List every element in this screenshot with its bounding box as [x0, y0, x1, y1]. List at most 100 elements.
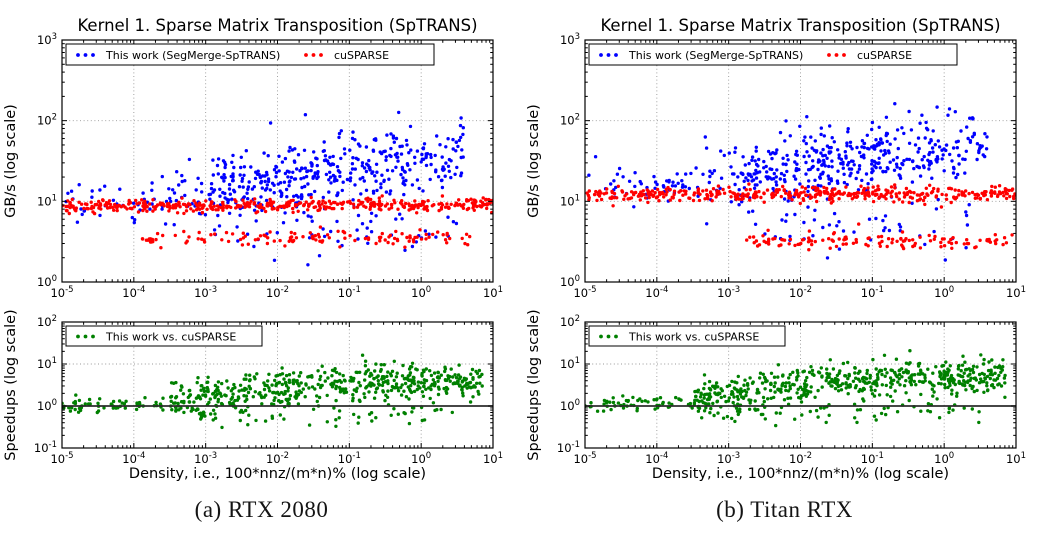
y-tick-label: 101	[560, 356, 580, 371]
scatter-points	[62, 110, 493, 267]
legend-marker	[606, 53, 611, 57]
legend-marker	[614, 53, 618, 57]
y-tick-label: 100	[37, 398, 57, 413]
x-tick-label: 10-4	[122, 285, 145, 300]
legend-marker	[311, 53, 316, 57]
legend-box	[65, 325, 263, 347]
x-tick-label: 100	[411, 451, 431, 466]
legend: This work (SegMerge-SpTRANS) cuSPARSE	[65, 43, 435, 66]
plot-border	[584, 39, 1017, 283]
legend-marker	[83, 334, 88, 339]
plot-border	[61, 39, 494, 283]
gridlines	[62, 322, 493, 448]
y-axis-label: Speedups (log scale)	[3, 309, 19, 460]
caption-b: (b) Titan RTX	[716, 497, 853, 522]
y-tick-label: 100	[560, 274, 580, 289]
legend-marker	[599, 53, 603, 57]
legend-label: This work vs. cuSPARSE	[628, 331, 759, 344]
chart-a-throughput: 10-5 10-4 10-3 10-2 10-1 100 101 100 101 102 103 Ke…	[3, 16, 503, 300]
x-tick-label: 10-2	[789, 451, 812, 466]
legend: This work vs. cuSPARSE	[65, 325, 263, 347]
gridlines	[585, 322, 1016, 448]
legend-marker	[606, 334, 611, 339]
x-axis-label: Density, i.e., 100*nnz/(m*n)% (log scale…	[652, 466, 949, 482]
legend-marker	[91, 334, 95, 339]
x-tick-label: 10-3	[194, 285, 217, 300]
x-tick-label: 101	[483, 285, 503, 300]
y-tick-label: 102	[560, 314, 580, 329]
chart-b-throughput: 10-5 10-4 10-3 10-2 10-1 100 101 100 101 102 103 Ke…	[526, 16, 1026, 300]
legend-marker	[842, 53, 846, 57]
plot-border	[61, 321, 494, 449]
x-tick-label: 10-3	[717, 451, 740, 466]
x-tick-label: 10-5	[50, 451, 73, 466]
y-tick-label: 102	[560, 113, 580, 128]
legend-label: cuSPARSE	[334, 49, 389, 62]
chart-a-speedup: 10-5 10-4 10-3 10-2 10-1 100 101 10-1 100 101 102 S…	[3, 309, 503, 482]
legend-label: cuSPARSE	[857, 49, 912, 62]
legend-label: This work vs. cuSPARSE	[105, 331, 236, 344]
legend-marker	[599, 334, 603, 339]
x-tick-label: 10-3	[717, 285, 740, 300]
chart-title: Kernel 1. Sparse Matrix Transposition (S…	[600, 16, 1000, 35]
x-tick-label: 10-2	[789, 285, 812, 300]
x-tick-label: 100	[934, 451, 954, 466]
x-tick-label: 100	[934, 285, 954, 300]
legend-marker	[83, 53, 88, 57]
plot-border	[584, 321, 1017, 449]
legend-box	[65, 43, 435, 66]
x-tick-label: 10-1	[338, 451, 361, 466]
x-tick-label: 100	[411, 285, 431, 300]
legend-marker	[319, 53, 323, 57]
x-tick-label: 10-1	[861, 451, 884, 466]
y-tick-label: 101	[37, 356, 57, 371]
chart-b-speedup: 10-5 10-4 10-3 10-2 10-1 100 101 10-1 100 101 102 S…	[526, 309, 1026, 482]
legend-label: This work (SegMerge-SpTRANS)	[105, 49, 280, 62]
series-cusparse	[585, 182, 1016, 252]
gridlines	[585, 40, 1016, 282]
x-tick-label: 10-5	[50, 285, 73, 300]
legend-box	[588, 43, 958, 66]
y-tick-label: 101	[560, 193, 580, 208]
series-this-work-vs-cusparse	[585, 349, 1007, 428]
y-tick-label: 10-1	[34, 440, 57, 455]
x-tick-label: 101	[1006, 285, 1026, 300]
y-tick-label: 101	[37, 193, 57, 208]
x-tick-label: 101	[483, 451, 503, 466]
legend: This work vs. cuSPARSE	[588, 325, 786, 347]
x-tick-label: 10-5	[573, 285, 596, 300]
x-tick-label: 10-3	[194, 451, 217, 466]
y-tick-label: 100	[560, 398, 580, 413]
y-axis-label: Speedups (log scale)	[526, 309, 542, 460]
legend: This work (SegMerge-SpTRANS) cuSPARSE	[588, 43, 958, 66]
series-cusparse	[62, 194, 493, 250]
caption-a: (a) RTX 2080	[194, 497, 329, 522]
legend-marker	[834, 53, 839, 57]
legend-marker	[76, 334, 80, 339]
x-tick-label: 10-2	[266, 451, 289, 466]
y-axis-label: GB/s (log scale)	[3, 104, 19, 218]
x-tick-label: 10-4	[122, 451, 145, 466]
x-tick-label: 10-2	[266, 285, 289, 300]
x-tick-label: 101	[1006, 451, 1026, 466]
x-tick-label: 10-4	[645, 285, 668, 300]
legend-box	[588, 325, 786, 347]
legend-marker	[827, 53, 831, 57]
x-tick-label: 10-5	[573, 451, 596, 466]
chart-title: Kernel 1. Sparse Matrix Transposition (S…	[77, 16, 477, 35]
x-tick-label: 10-4	[645, 451, 668, 466]
scatter-points	[585, 102, 1016, 262]
y-tick-label: 103	[37, 32, 57, 47]
y-tick-label: 102	[37, 314, 57, 329]
legend-label: This work (SegMerge-SpTRANS)	[628, 49, 803, 62]
y-tick-label: 103	[560, 32, 580, 47]
legend-marker	[76, 53, 80, 57]
y-tick-label: 102	[37, 113, 57, 128]
y-tick-label: 100	[37, 274, 57, 289]
scatter-points	[585, 349, 1007, 428]
y-tick-label: 10-1	[557, 440, 580, 455]
y-axis-label: GB/s (log scale)	[526, 104, 542, 218]
column-b: 10-5 10-4 10-3 10-2 10-1 100 101 100 101 102 103 Ke…	[523, 0, 1046, 543]
legend-marker	[91, 53, 95, 57]
